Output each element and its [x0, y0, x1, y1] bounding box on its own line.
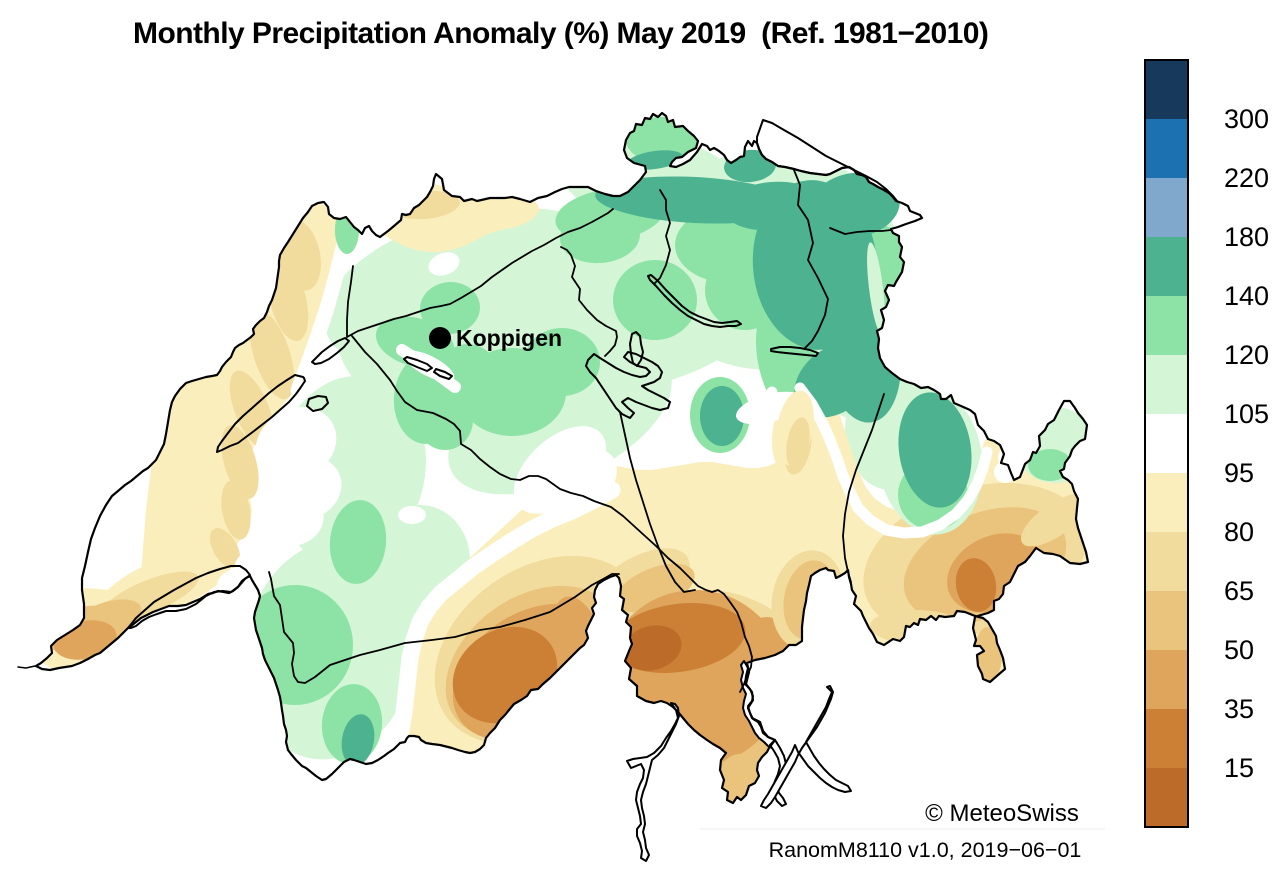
svg-text:120: 120 [1224, 340, 1269, 370]
svg-text:105: 105 [1224, 399, 1269, 429]
svg-text:300: 300 [1224, 104, 1269, 134]
svg-text:15: 15 [1224, 753, 1254, 783]
svg-text:RanomM8110 v1.0, 2019−06−01: RanomM8110 v1.0, 2019−06−01 [769, 838, 1082, 862]
svg-text:Koppigen: Koppigen [456, 325, 562, 351]
svg-text:35: 35 [1224, 694, 1254, 724]
svg-text:© MeteoSwiss: © MeteoSwiss [925, 800, 1079, 827]
svg-text:180: 180 [1224, 222, 1269, 252]
svg-text:80: 80 [1224, 517, 1254, 547]
svg-text:95: 95 [1224, 458, 1254, 488]
svg-text:Monthly Precipitation Anomaly: Monthly Precipitation Anomaly (%) May 20… [133, 17, 988, 50]
svg-text:50: 50 [1224, 635, 1254, 665]
svg-text:65: 65 [1224, 576, 1254, 606]
svg-text:140: 140 [1224, 281, 1269, 311]
svg-text:220: 220 [1224, 163, 1269, 193]
